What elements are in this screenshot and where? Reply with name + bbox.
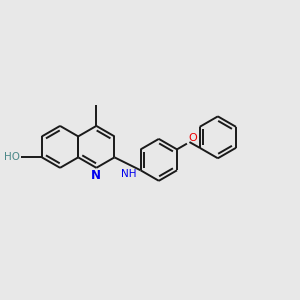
Text: HO: HO	[4, 152, 20, 162]
Text: NH: NH	[122, 169, 137, 179]
Text: N: N	[91, 169, 101, 182]
Text: O: O	[188, 133, 197, 143]
